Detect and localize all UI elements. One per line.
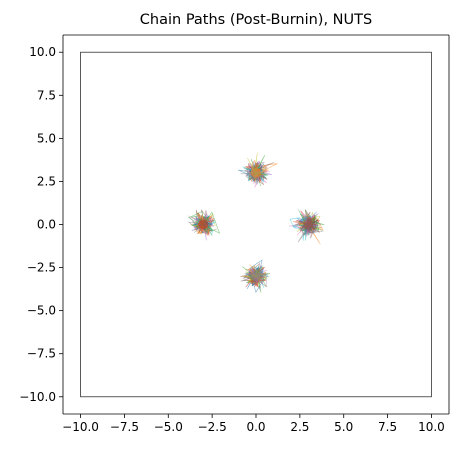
mode-core bbox=[251, 167, 261, 178]
plot-area: −10.0 −7.5 −5.0 −2.5 0.0 2.5 5.0 7.5 10.0 10.0 7.5… bbox=[19, 34, 450, 434]
mode-cluster bbox=[288, 209, 325, 245]
x-tick-label: 10.0 bbox=[418, 420, 445, 434]
x-tick-label: 7.5 bbox=[378, 420, 397, 434]
y-tick-label: −5.0 bbox=[27, 304, 56, 318]
boundary-box bbox=[80, 51, 432, 398]
y-tick-label: 5.0 bbox=[37, 131, 56, 145]
mode-core bbox=[198, 219, 209, 230]
y-tick-label: 0.0 bbox=[37, 218, 56, 232]
y-tick-label: 2.5 bbox=[37, 174, 56, 188]
x-tick-label: −7.5 bbox=[110, 420, 139, 434]
y-tick-label: 7.5 bbox=[37, 88, 56, 102]
mode-core bbox=[251, 271, 261, 282]
y-tick-label: 10.0 bbox=[29, 45, 56, 59]
chain-path bbox=[296, 209, 319, 239]
x-tick-label: 2.5 bbox=[290, 420, 309, 434]
x-tick-label: −5.0 bbox=[154, 420, 183, 434]
mode-cluster bbox=[240, 259, 270, 293]
x-tick-label: −2.5 bbox=[198, 420, 227, 434]
mode-cluster bbox=[187, 209, 221, 241]
mode-core bbox=[303, 219, 314, 230]
chart-title: Chain Paths (Post-Burnin), NUTS bbox=[140, 12, 372, 28]
x-tick-label: −10.0 bbox=[62, 420, 99, 434]
x-tick-label: 0.0 bbox=[246, 420, 265, 434]
x-tick-label: 5.0 bbox=[334, 420, 353, 434]
y-tick-label: −7.5 bbox=[27, 347, 56, 361]
mode-cluster bbox=[237, 152, 278, 188]
y-tick-label: −2.5 bbox=[27, 261, 56, 275]
y-tick-label: −10.0 bbox=[19, 390, 56, 404]
